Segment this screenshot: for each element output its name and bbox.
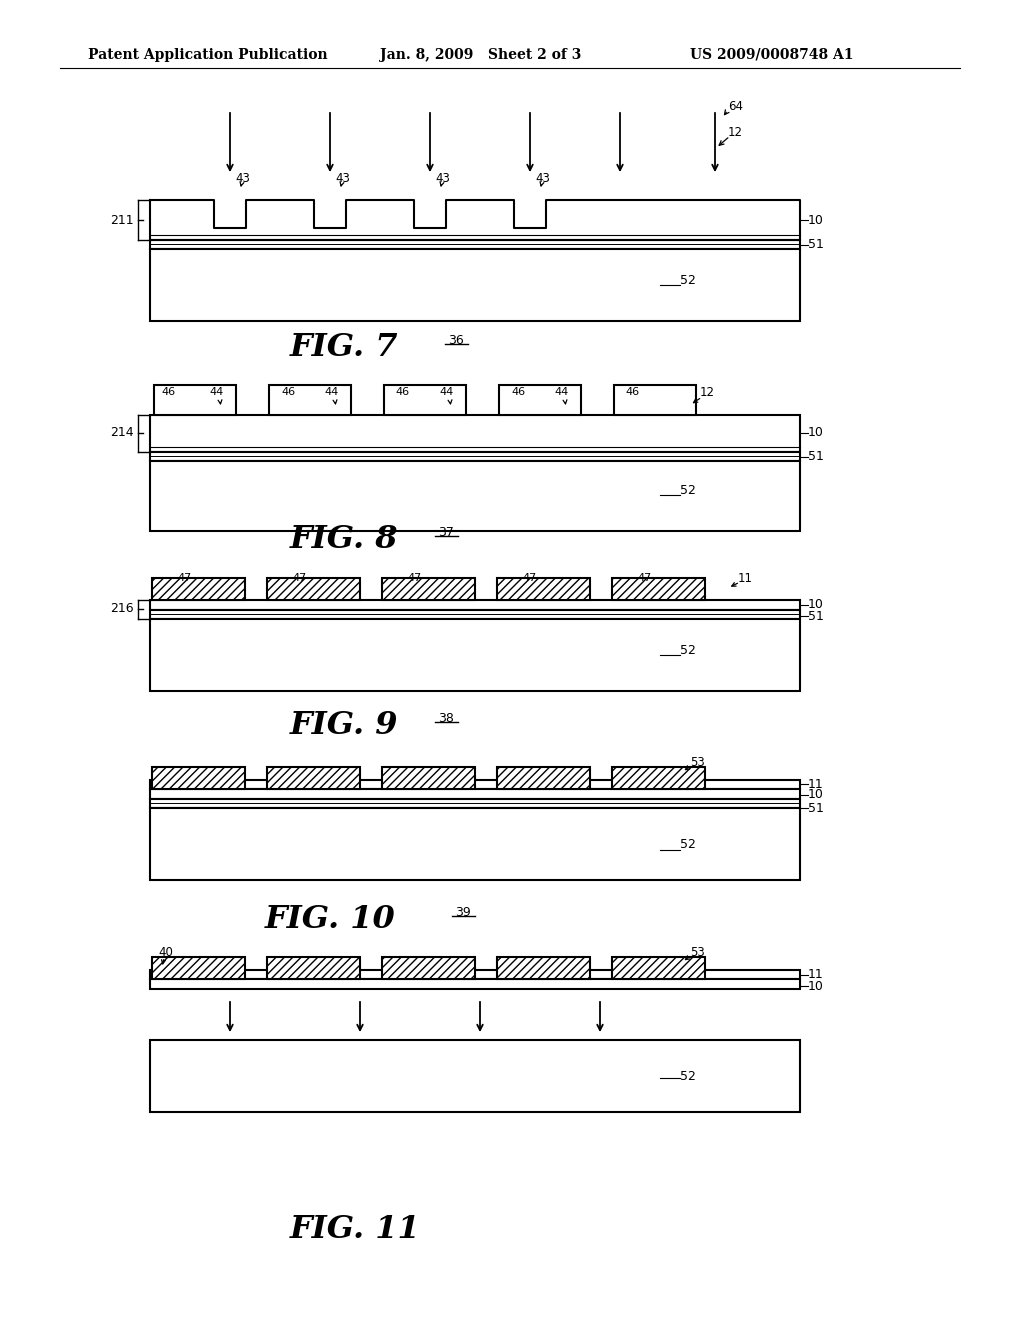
Text: 44: 44	[555, 387, 569, 397]
Text: 44: 44	[325, 387, 339, 397]
Text: US 2009/0008748 A1: US 2009/0008748 A1	[690, 48, 853, 62]
Bar	[150, 240, 800, 249]
Text: Jan. 8, 2009   Sheet 2 of 3: Jan. 8, 2009 Sheet 2 of 3	[380, 48, 582, 62]
Text: 52: 52	[680, 1069, 696, 1082]
Bar	[150, 451, 800, 461]
Text: 36: 36	[449, 334, 464, 346]
Text: 44: 44	[210, 387, 224, 397]
Text: FIG. 8: FIG. 8	[290, 524, 398, 556]
Text: 12: 12	[700, 385, 715, 399]
Text: 51: 51	[808, 801, 824, 814]
Bar	[150, 249, 800, 321]
Bar	[152, 767, 245, 789]
Text: 46: 46	[511, 387, 525, 397]
Text: 46: 46	[281, 387, 295, 397]
Bar	[150, 789, 800, 799]
Text: 39: 39	[455, 906, 471, 919]
Bar	[150, 808, 800, 880]
Text: 12: 12	[728, 125, 743, 139]
Text: FIG. 9: FIG. 9	[290, 710, 398, 742]
Text: 51: 51	[808, 450, 824, 463]
Bar	[150, 414, 800, 451]
Bar	[497, 957, 590, 979]
Text: FIG. 10: FIG. 10	[265, 904, 395, 936]
Bar	[612, 578, 705, 601]
Text: 64: 64	[728, 100, 743, 114]
Text: 40: 40	[158, 945, 173, 958]
Text: 10: 10	[808, 788, 824, 801]
Text: 53: 53	[690, 945, 705, 958]
Text: 47: 47	[638, 573, 652, 583]
Text: 47: 47	[408, 573, 422, 583]
Text: 47: 47	[293, 573, 307, 583]
Bar	[150, 780, 800, 789]
Bar	[150, 1040, 800, 1111]
Text: 216: 216	[111, 602, 134, 615]
Text: 10: 10	[808, 979, 824, 993]
Bar	[150, 610, 800, 619]
Bar	[150, 601, 800, 610]
Bar	[150, 799, 800, 808]
Text: 52: 52	[680, 644, 696, 656]
Bar	[267, 957, 360, 979]
Text: 51: 51	[808, 239, 824, 252]
Text: 47: 47	[178, 573, 193, 583]
Text: 46: 46	[161, 387, 175, 397]
Text: 211: 211	[111, 214, 134, 227]
Bar	[152, 957, 245, 979]
Text: 11: 11	[808, 777, 823, 791]
Text: Patent Application Publication: Patent Application Publication	[88, 48, 328, 62]
Text: 10: 10	[808, 598, 824, 611]
Bar	[150, 619, 800, 690]
Bar	[267, 767, 360, 789]
Bar	[497, 578, 590, 601]
Text: 52: 52	[680, 838, 696, 851]
Bar	[382, 957, 475, 979]
Bar	[269, 385, 351, 414]
Bar	[150, 970, 800, 979]
Bar	[499, 385, 581, 414]
Bar	[612, 767, 705, 789]
Bar	[382, 767, 475, 789]
Text: 43: 43	[535, 172, 550, 185]
Text: 43: 43	[234, 172, 250, 185]
Text: 44: 44	[440, 387, 454, 397]
Text: FIG. 11: FIG. 11	[290, 1214, 421, 1246]
Text: 51: 51	[808, 610, 824, 623]
Bar	[614, 385, 696, 414]
Bar	[497, 767, 590, 789]
Bar	[150, 979, 800, 989]
Text: 47: 47	[523, 573, 538, 583]
Text: 11: 11	[738, 572, 753, 585]
Bar	[612, 957, 705, 979]
Bar	[154, 385, 236, 414]
Text: 43: 43	[335, 172, 350, 185]
Text: 46: 46	[396, 387, 410, 397]
Text: FIG. 7: FIG. 7	[290, 333, 398, 363]
Bar	[382, 578, 475, 601]
Bar	[152, 578, 245, 601]
Bar	[150, 461, 800, 531]
Text: 43: 43	[435, 172, 450, 185]
Text: 10: 10	[808, 214, 824, 227]
Text: 10: 10	[808, 426, 824, 440]
Text: 11: 11	[808, 969, 823, 982]
Text: 38: 38	[438, 711, 454, 725]
Text: 52: 52	[680, 273, 696, 286]
Text: 53: 53	[690, 755, 705, 768]
Text: 46: 46	[626, 387, 640, 397]
Bar	[384, 385, 466, 414]
Text: 37: 37	[438, 525, 454, 539]
Bar	[267, 578, 360, 601]
Text: 52: 52	[680, 483, 696, 496]
Text: 214: 214	[111, 426, 134, 440]
